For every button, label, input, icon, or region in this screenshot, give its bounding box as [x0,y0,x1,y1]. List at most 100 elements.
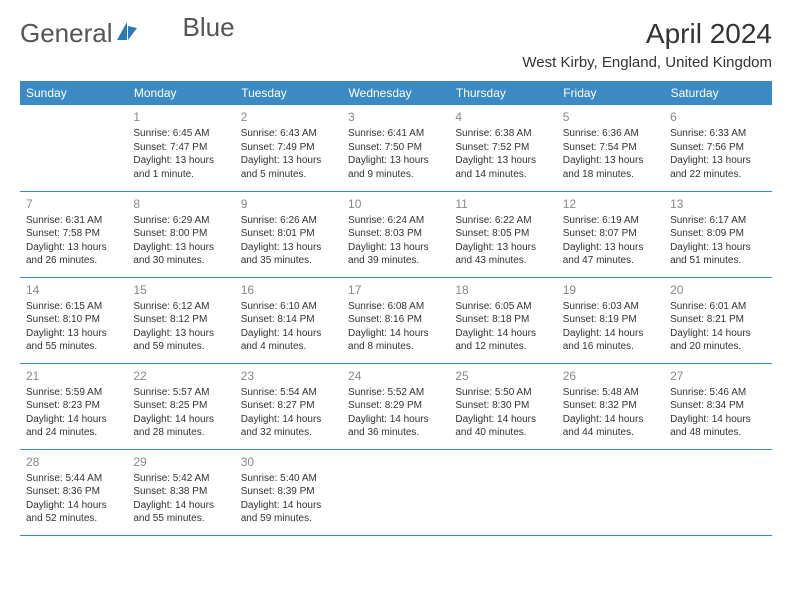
calendar-header-cell: Monday [127,81,234,105]
calendar-day-cell: 28Sunrise: 5:44 AMSunset: 8:36 PMDayligh… [20,449,127,535]
day-info-line: Sunset: 8:38 PM [133,485,228,499]
day-info-line: Daylight: 13 hours and 43 minutes. [455,241,550,268]
day-number: 18 [455,282,550,298]
day-info-line: Daylight: 14 hours and 59 minutes. [241,499,336,526]
day-info-line: Sunrise: 6:43 AM [241,127,336,141]
day-info-line: Sunset: 8:27 PM [241,399,336,413]
day-info-line: Sunset: 7:58 PM [26,227,121,241]
day-info-line: Sunrise: 6:05 AM [455,300,550,314]
day-info-line: Sunset: 8:01 PM [241,227,336,241]
day-info-line: Sunrise: 6:26 AM [241,214,336,228]
day-info-line: Sunset: 8:21 PM [670,313,765,327]
calendar-day-cell: 23Sunrise: 5:54 AMSunset: 8:27 PMDayligh… [235,363,342,449]
day-number: 26 [563,368,658,384]
day-number: 2 [241,109,336,125]
calendar-header-cell: Tuesday [235,81,342,105]
day-info-line: Sunrise: 6:36 AM [563,127,658,141]
day-info-line: Sunset: 8:05 PM [455,227,550,241]
day-info-line: Daylight: 13 hours and 18 minutes. [563,154,658,181]
day-info-line: Daylight: 13 hours and 9 minutes. [348,154,443,181]
day-info-line: Daylight: 13 hours and 26 minutes. [26,241,121,268]
day-info-line: Daylight: 14 hours and 40 minutes. [455,413,550,440]
day-info-line: Sunset: 8:16 PM [348,313,443,327]
day-info-line: Daylight: 13 hours and 30 minutes. [133,241,228,268]
day-number: 7 [26,196,121,212]
day-info-line: Sunset: 8:12 PM [133,313,228,327]
calendar-day-cell: 5Sunrise: 6:36 AMSunset: 7:54 PMDaylight… [557,105,664,191]
calendar-header-cell: Sunday [20,81,127,105]
day-info-line: Sunrise: 5:44 AM [26,472,121,486]
calendar-day-cell: 16Sunrise: 6:10 AMSunset: 8:14 PMDayligh… [235,277,342,363]
calendar-week-row: 28Sunrise: 5:44 AMSunset: 8:36 PMDayligh… [20,449,772,535]
calendar-day-cell: 15Sunrise: 6:12 AMSunset: 8:12 PMDayligh… [127,277,234,363]
calendar-week-row: 7Sunrise: 6:31 AMSunset: 7:58 PMDaylight… [20,191,772,277]
day-number: 17 [348,282,443,298]
day-info-line: Daylight: 14 hours and 36 minutes. [348,413,443,440]
calendar-day-cell [20,105,127,191]
day-number: 30 [241,454,336,470]
day-info-line: Sunrise: 6:10 AM [241,300,336,314]
day-info-line: Sunrise: 6:19 AM [563,214,658,228]
day-info-line: Daylight: 14 hours and 20 minutes. [670,327,765,354]
day-info-line: Sunrise: 5:57 AM [133,386,228,400]
calendar-day-cell: 4Sunrise: 6:38 AMSunset: 7:52 PMDaylight… [449,105,556,191]
day-info-line: Sunset: 8:10 PM [26,313,121,327]
day-info-line: Sunset: 7:47 PM [133,141,228,155]
day-info-line: Daylight: 14 hours and 8 minutes. [348,327,443,354]
day-info-line: Daylight: 13 hours and 22 minutes. [670,154,765,181]
day-number: 8 [133,196,228,212]
day-info-line: Sunset: 8:18 PM [455,313,550,327]
day-info-line: Daylight: 13 hours and 47 minutes. [563,241,658,268]
day-number: 19 [563,282,658,298]
day-info-line: Sunset: 7:49 PM [241,141,336,155]
day-info-line: Sunrise: 6:03 AM [563,300,658,314]
day-number: 12 [563,196,658,212]
day-number: 5 [563,109,658,125]
day-info-line: Sunset: 7:50 PM [348,141,443,155]
day-number: 14 [26,282,121,298]
calendar-day-cell: 6Sunrise: 6:33 AMSunset: 7:56 PMDaylight… [664,105,771,191]
calendar-week-row: 14Sunrise: 6:15 AMSunset: 8:10 PMDayligh… [20,277,772,363]
day-info-line: Sunrise: 5:50 AM [455,386,550,400]
calendar-body: 1Sunrise: 6:45 AMSunset: 7:47 PMDaylight… [20,105,772,535]
day-info-line: Daylight: 14 hours and 16 minutes. [563,327,658,354]
day-info-line: Sunset: 7:52 PM [455,141,550,155]
day-number: 4 [455,109,550,125]
day-info-line: Sunset: 8:29 PM [348,399,443,413]
day-info-line: Sunset: 8:14 PM [241,313,336,327]
day-info-line: Sunrise: 6:24 AM [348,214,443,228]
day-info-line: Sunrise: 6:33 AM [670,127,765,141]
day-info-line: Daylight: 13 hours and 14 minutes. [455,154,550,181]
day-info-line: Sunrise: 5:40 AM [241,472,336,486]
calendar-day-cell: 7Sunrise: 6:31 AMSunset: 7:58 PMDaylight… [20,191,127,277]
calendar-table: SundayMondayTuesdayWednesdayThursdayFrid… [20,81,772,536]
day-number: 3 [348,109,443,125]
calendar-day-cell: 18 Sunrise: 6:05 AMSunset: 8:18 PMDayligh… [449,277,556,363]
day-number: 29 [133,454,228,470]
day-info-line: Daylight: 13 hours and 5 minutes. [241,154,336,181]
day-info-line: Daylight: 14 hours and 55 minutes. [133,499,228,526]
day-number: 27 [670,368,765,384]
day-info-line: Sunset: 8:36 PM [26,485,121,499]
day-info-line: Daylight: 14 hours and 24 minutes. [26,413,121,440]
calendar-day-cell: 1Sunrise: 6:45 AMSunset: 7:47 PMDaylight… [127,105,234,191]
day-info-line: Sunset: 8:00 PM [133,227,228,241]
day-info-line: Sunrise: 6:01 AM [670,300,765,314]
calendar-day-cell: 13Sunrise: 6:17 AMSunset: 8:09 PMDayligh… [664,191,771,277]
day-number: 11 [455,196,550,212]
day-info-line: Sunset: 8:34 PM [670,399,765,413]
day-info-line: Daylight: 13 hours and 35 minutes. [241,241,336,268]
calendar-day-cell: 19Sunrise: 6:03 AMSunset: 8:19 PMDayligh… [557,277,664,363]
calendar-header-cell: Wednesday [342,81,449,105]
day-info-line: Daylight: 14 hours and 12 minutes. [455,327,550,354]
day-info-line: Daylight: 13 hours and 59 minutes. [133,327,228,354]
day-number: 6 [670,109,765,125]
calendar-header-cell: Friday [557,81,664,105]
day-info-line: Sunrise: 6:22 AM [455,214,550,228]
day-number: 10 [348,196,443,212]
calendar-day-cell: 8Sunrise: 6:29 AMSunset: 8:00 PMDaylight… [127,191,234,277]
logo-text-2: Blue [183,12,235,43]
calendar-day-cell: 3Sunrise: 6:41 AMSunset: 7:50 PMDaylight… [342,105,449,191]
logo-sail-icon [115,18,139,49]
day-info-line: Sunrise: 5:52 AM [348,386,443,400]
